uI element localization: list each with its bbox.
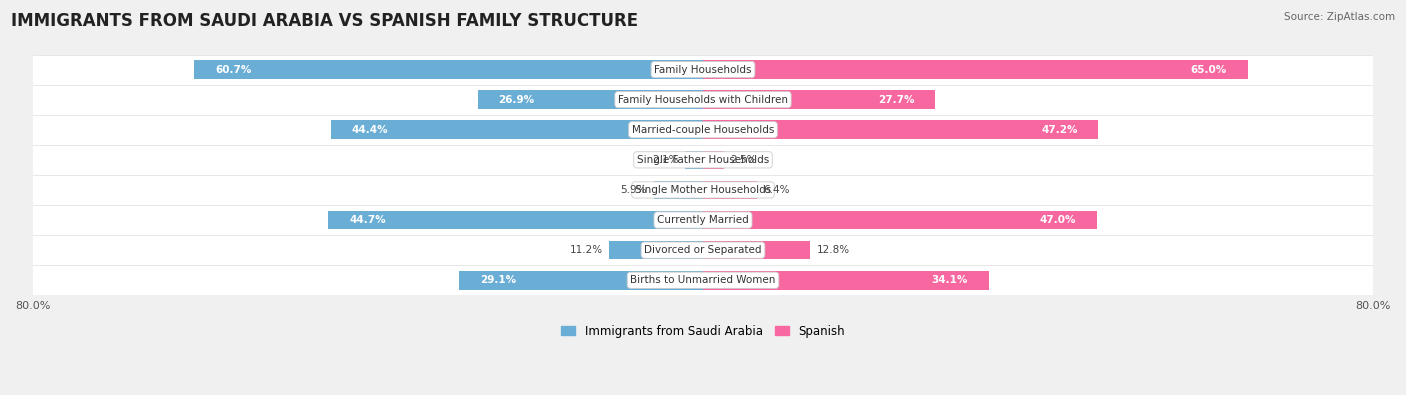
Bar	[654, 181, 703, 199]
Bar	[32, 145, 1374, 175]
Text: 44.7%: 44.7%	[350, 215, 387, 225]
Text: 29.1%: 29.1%	[479, 275, 516, 285]
Text: Single Father Households: Single Father Households	[637, 155, 769, 165]
Text: 26.9%: 26.9%	[499, 95, 534, 105]
Bar	[194, 60, 703, 79]
Bar	[32, 235, 1374, 265]
Bar	[703, 211, 1097, 229]
Text: 2.5%: 2.5%	[731, 155, 758, 165]
Text: 47.0%: 47.0%	[1039, 215, 1076, 225]
Bar	[703, 181, 756, 199]
Text: 34.1%: 34.1%	[931, 275, 967, 285]
Text: 2.1%: 2.1%	[652, 155, 679, 165]
Text: Family Households: Family Households	[654, 64, 752, 75]
Text: Married-couple Households: Married-couple Households	[631, 125, 775, 135]
Text: 11.2%: 11.2%	[569, 245, 602, 255]
Text: Single Mother Households: Single Mother Households	[636, 185, 770, 195]
Text: 6.4%: 6.4%	[763, 185, 790, 195]
Bar	[330, 120, 703, 139]
Bar	[32, 265, 1374, 295]
Text: IMMIGRANTS FROM SAUDI ARABIA VS SPANISH FAMILY STRUCTURE: IMMIGRANTS FROM SAUDI ARABIA VS SPANISH …	[11, 12, 638, 30]
Bar	[32, 85, 1374, 115]
Text: 44.4%: 44.4%	[352, 125, 388, 135]
Bar	[478, 90, 703, 109]
Text: Family Households with Children: Family Households with Children	[619, 95, 787, 105]
Bar	[32, 55, 1374, 85]
Bar	[703, 241, 810, 260]
Text: 5.9%: 5.9%	[620, 185, 647, 195]
Bar	[32, 205, 1374, 235]
Bar	[460, 271, 703, 290]
Text: Currently Married: Currently Married	[657, 215, 749, 225]
Bar	[32, 115, 1374, 145]
Bar	[32, 175, 1374, 205]
Bar	[703, 120, 1098, 139]
Bar	[609, 241, 703, 260]
Text: 12.8%: 12.8%	[817, 245, 851, 255]
Legend: Immigrants from Saudi Arabia, Spanish: Immigrants from Saudi Arabia, Spanish	[557, 320, 849, 342]
Bar	[703, 90, 935, 109]
Text: Divorced or Separated: Divorced or Separated	[644, 245, 762, 255]
Text: 65.0%: 65.0%	[1191, 64, 1226, 75]
Text: 27.7%: 27.7%	[877, 95, 914, 105]
Bar	[703, 271, 988, 290]
Text: Source: ZipAtlas.com: Source: ZipAtlas.com	[1284, 12, 1395, 22]
Text: 47.2%: 47.2%	[1040, 125, 1077, 135]
Bar	[703, 60, 1247, 79]
Text: 60.7%: 60.7%	[215, 64, 252, 75]
Text: Births to Unmarried Women: Births to Unmarried Women	[630, 275, 776, 285]
Bar	[329, 211, 703, 229]
Bar	[685, 150, 703, 169]
Bar	[703, 150, 724, 169]
